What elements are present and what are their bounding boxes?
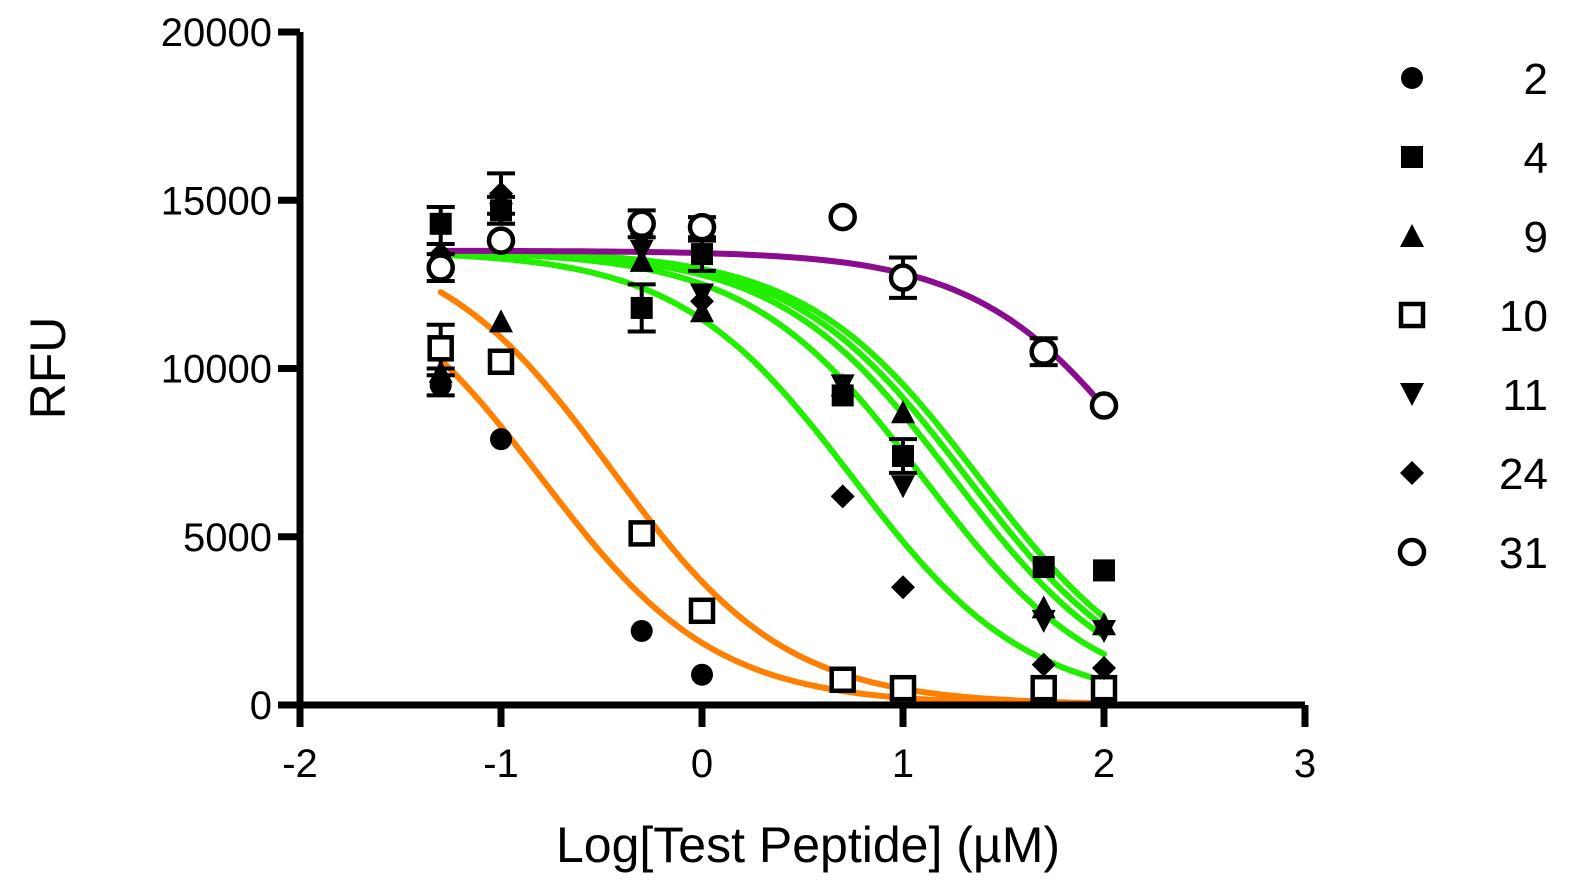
- point-2-1: [490, 428, 512, 451]
- x-axis-title: Log[Test Peptide] (µM): [556, 817, 1060, 873]
- data-points: [426, 181, 1119, 703]
- point-31-4: [828, 202, 857, 232]
- point-10-2: [628, 520, 655, 547]
- legend-item-24: 24: [1400, 450, 1548, 499]
- legend-marker-2: [1401, 67, 1423, 89]
- point-10-5: [889, 674, 917, 702]
- series-31: [426, 202, 1119, 420]
- point-9-0: [428, 359, 453, 383]
- point-31-0: [426, 253, 455, 282]
- series-10: [427, 335, 1118, 702]
- point-9-1: [489, 309, 513, 333]
- point-4-0: [429, 212, 452, 235]
- legend-item-4: 4: [1401, 134, 1548, 183]
- point-10-4: [829, 666, 856, 694]
- point-4-6: [1032, 556, 1055, 579]
- x-tick-label-5: 3: [1294, 742, 1316, 786]
- legend-label-4: 4: [1524, 134, 1548, 183]
- legend-marker-10: [1398, 301, 1426, 329]
- error-bars: [426, 171, 1058, 475]
- legend-item-10: 10: [1398, 292, 1548, 341]
- point-24-6: [1031, 652, 1056, 677]
- point-4-7: [1093, 559, 1115, 582]
- x-tick-label-1: -1: [483, 742, 519, 786]
- point-31-6: [1029, 337, 1058, 366]
- legend-label-2: 2: [1524, 55, 1548, 104]
- point-4-3: [691, 243, 713, 266]
- point-2-3: [691, 663, 713, 686]
- point-9-5: [891, 400, 915, 424]
- y-tick-label-0: 0: [250, 684, 272, 728]
- series-9: [428, 248, 1116, 636]
- point-11-7: [1092, 619, 1116, 643]
- point-11-4: [830, 374, 855, 398]
- y-tick-label-2: 10000: [161, 348, 272, 392]
- legend-label-10: 10: [1499, 292, 1548, 341]
- legend-marker-31: [1397, 537, 1427, 567]
- point-31-7: [1089, 391, 1119, 420]
- legend-item-2: 2: [1401, 55, 1548, 104]
- legend-marker-4: [1401, 146, 1423, 168]
- point-11-6: [1031, 609, 1056, 633]
- y-axis-title: RFU: [20, 317, 76, 420]
- point-10-3: [688, 597, 716, 625]
- fit-curve-2: [437, 251, 1107, 684]
- legend-marker-24: [1400, 461, 1424, 485]
- point-24-5: [891, 575, 915, 600]
- point-4-2: [630, 296, 653, 319]
- legend-label-24: 24: [1499, 450, 1548, 499]
- legend-item-9: 9: [1400, 213, 1548, 262]
- x-tick-label-3: 1: [892, 742, 914, 786]
- fit-curves: [437, 247, 1107, 708]
- fit-curve-5: [437, 248, 1107, 630]
- point-24-7: [1092, 655, 1116, 680]
- point-2-2: [630, 619, 653, 642]
- point-31-1: [486, 226, 516, 255]
- legend-marker-9: [1400, 224, 1424, 247]
- fit-curve-7: [437, 247, 1107, 411]
- series-11: [428, 202, 1116, 643]
- point-11-1: [489, 202, 513, 226]
- x-tick-label-2: 0: [691, 742, 713, 786]
- fit-curve-0: [437, 356, 1107, 708]
- point-31-2: [627, 209, 656, 239]
- point-11-2: [629, 239, 654, 263]
- point-24-1: [489, 181, 513, 206]
- point-10-7: [1090, 674, 1118, 702]
- legend-marker-11: [1400, 383, 1424, 406]
- point-11-5: [891, 475, 915, 499]
- point-31-5: [888, 263, 918, 292]
- legend-item-11: 11: [1400, 371, 1548, 420]
- tick-labels: -2 -1 0 1 2 3 0 5000 10000 15000 20000: [161, 11, 1316, 786]
- tick-marks: [278, 28, 1309, 727]
- legend-label-9: 9: [1524, 213, 1548, 262]
- fit-curve-1: [437, 289, 1107, 707]
- point-4-5: [892, 444, 914, 467]
- legend-label-31: 31: [1499, 529, 1548, 578]
- y-tick-label-1: 5000: [183, 516, 272, 560]
- point-10-0: [427, 335, 454, 362]
- point-10-6: [1030, 674, 1057, 702]
- point-10-1: [487, 348, 515, 376]
- point-24-3: [690, 289, 714, 314]
- legend-item-31: 31: [1397, 529, 1548, 578]
- y-tick-label-4: 20000: [161, 11, 272, 55]
- point-31-3: [687, 212, 717, 242]
- y-tick-label-3: 15000: [161, 179, 272, 223]
- fit-curve-6: [437, 248, 1107, 621]
- legend-label-11: 11: [1502, 371, 1548, 420]
- x-tick-label-0: -2: [282, 742, 318, 786]
- x-tick-label-4: 2: [1093, 742, 1115, 786]
- point-24-4: [830, 484, 855, 509]
